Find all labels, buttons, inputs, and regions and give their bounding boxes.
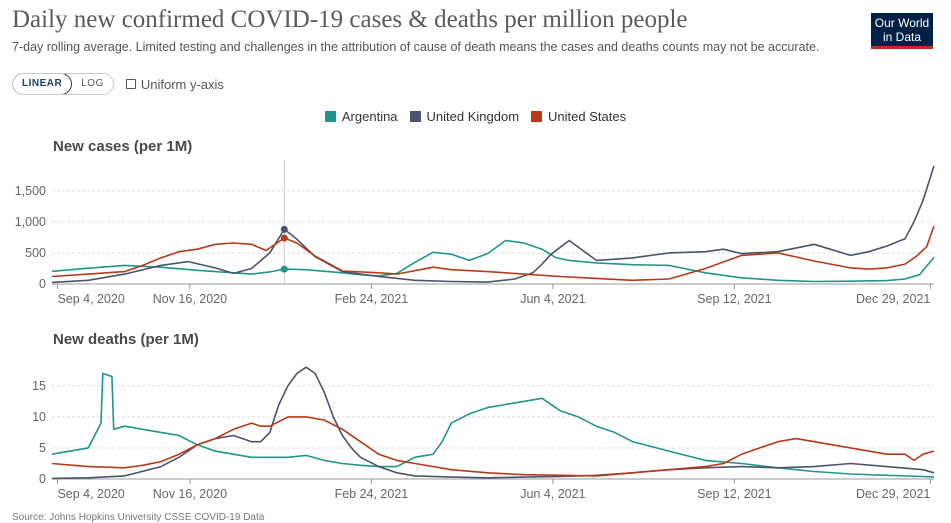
legend-swatch	[409, 111, 421, 122]
hover-point-argentina	[280, 265, 288, 273]
legend-swatch	[324, 111, 336, 122]
legend-label: United States	[548, 109, 627, 124]
x-tick-label: Jun 4, 2021	[520, 292, 585, 306]
series-line-united-states[interactable]	[51, 225, 935, 282]
logo-line-2: in Data	[882, 30, 922, 44]
x-tick-label: Nov 16, 2020	[153, 487, 227, 501]
chart-subtitle: 7-day rolling average. Limited testing a…	[12, 40, 820, 54]
legend-item-united-states[interactable]: United States	[531, 109, 626, 124]
legend-label: Argentina	[341, 109, 398, 124]
x-tick-label: Feb 24, 2021	[335, 487, 409, 501]
legend-item-united-kingdom[interactable]: United Kingdom	[409, 109, 520, 124]
y-tick-label: 0	[39, 277, 46, 291]
y-tick-label: 15	[32, 379, 46, 393]
scale-toggle: LINEAR LOG	[12, 73, 114, 95]
uniform-y-axis-label: Uniform y-axis	[140, 76, 224, 92]
logo-line-1: Our World	[874, 16, 930, 30]
deaths-panel-title: New deaths (per 1M)	[53, 331, 199, 348]
cases-panel-title: New cases (per 1M)	[53, 138, 193, 155]
x-tick-label: Feb 24, 2021	[335, 292, 409, 306]
legend-item-argentina[interactable]: Argentina	[324, 109, 398, 124]
x-tick-label: Sep 4, 2020	[57, 292, 124, 306]
x-tick-label: Sep 12, 2021	[697, 487, 771, 501]
legend-label: United Kingdom	[426, 109, 520, 124]
x-tick-label: Dec 29, 2021	[856, 292, 930, 306]
x-tick-label: Nov 16, 2020	[153, 292, 227, 306]
x-tick-label: Jun 4, 2021	[520, 487, 585, 501]
x-tick-label: Sep 12, 2021	[697, 292, 771, 306]
x-tick-label: Dec 29, 2021	[856, 487, 930, 501]
y-tick-label: 1,000	[15, 215, 46, 229]
y-tick-label: 1,500	[15, 184, 46, 198]
legend-swatch	[531, 111, 543, 122]
chart-controls: LINEAR LOG Uniform y-axis	[12, 73, 224, 95]
owid-logo[interactable]: Our World in Data	[871, 13, 933, 49]
y-tick-label: 500	[25, 246, 46, 260]
series-line-argentina[interactable]	[51, 372, 935, 478]
y-tick-label: 0	[39, 472, 46, 486]
chart-title: Daily new confirmed COVID-19 cases & dea…	[12, 6, 688, 33]
hover-point-united-states	[280, 234, 288, 242]
legend: Argentina United Kingdom United States	[0, 109, 951, 124]
cases-chart[interactable]: 0 500 1,000 1,500 Sep 4, 2020 Nov 16, 2020 Feb…	[0, 160, 951, 310]
uniform-y-axis-checkbox[interactable]	[125, 79, 136, 89]
y-tick-label: 10	[32, 410, 46, 424]
x-tick-label: Sep 4, 2020	[57, 487, 124, 501]
source-note: Source: Johns Hopkins University CSSE CO…	[12, 512, 265, 523]
series-line-united-states[interactable]	[51, 416, 935, 477]
hover-point-united-kingdom	[280, 225, 288, 233]
uniform-y-axis-toggle[interactable]: Uniform y-axis	[125, 76, 224, 92]
series-line-united-kingdom[interactable]	[51, 165, 935, 284]
series-line-united-kingdom[interactable]	[51, 366, 935, 480]
y-tick-label: 5	[39, 441, 46, 455]
linear-scale-button[interactable]: LINEAR	[12, 74, 73, 94]
deaths-chart[interactable]: 0 5 10 15 Sep 4, 2020 Nov 16, 2020 Feb 24, 202…	[0, 355, 951, 505]
log-scale-button[interactable]: LOG	[81, 78, 104, 89]
series-line-argentina[interactable]	[51, 239, 935, 283]
